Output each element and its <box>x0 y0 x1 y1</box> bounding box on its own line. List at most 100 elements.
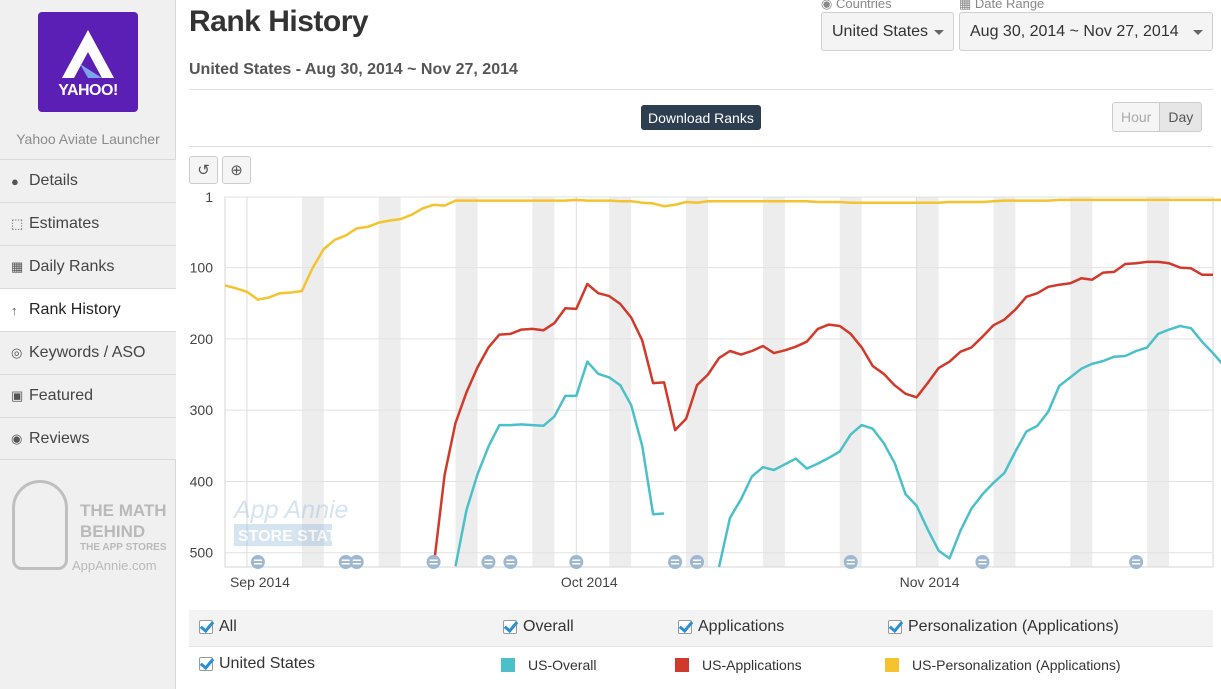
checkbox-icon <box>888 620 902 634</box>
filter-label: Overall <box>523 618 574 635</box>
sidebar-item-label: Daily Ranks <box>29 258 115 275</box>
y-tick-label: 300 <box>190 402 214 418</box>
page-title: Rank History <box>189 5 369 38</box>
divider <box>189 89 1213 90</box>
sidebar-item-daily-ranks[interactable]: ▦ Daily Ranks <box>0 245 176 288</box>
x-tick-label: Oct 2014 <box>561 574 618 590</box>
legend-label: US-Applications <box>702 657 802 673</box>
event-marker-icon[interactable] <box>349 555 364 569</box>
date-range-select[interactable]: Aug 30, 2014 ~ Nov 27, 2014 <box>959 12 1213 51</box>
filter-label: Personalization (Applications) <box>908 618 1119 635</box>
sidebar-item-label: Featured <box>29 387 94 404</box>
sidebar-item-reviews[interactable]: ◉ Reviews <box>0 417 176 460</box>
sidebar-item-label: Estimates <box>29 215 100 232</box>
country-checkbox[interactable]: United States <box>199 655 315 673</box>
zoom-button[interactable]: ⊕ <box>222 156 251 184</box>
weekend-band <box>609 197 632 567</box>
weekend-band <box>1147 197 1170 567</box>
series-line-us-personalization-applications-[interactable] <box>224 198 1221 301</box>
day-toggle-button[interactable]: Day <box>1159 103 1202 131</box>
legend-item-applications[interactable]: US-Applications <box>675 657 802 673</box>
sidebar-item-label: Keywords / ASO <box>29 344 146 361</box>
sidebar-item-details[interactable]: ● Details <box>0 159 176 202</box>
event-marker-icon[interactable] <box>250 555 265 569</box>
event-marker-icon[interactable] <box>975 555 990 569</box>
sidebar-item-featured[interactable]: ▣ Featured <box>0 374 176 417</box>
sidebar-item-keywords[interactable]: ◎ Keywords / ASO <box>0 331 176 374</box>
filter-all-checkbox[interactable]: All <box>199 618 237 636</box>
event-marker-icon[interactable] <box>426 555 441 569</box>
filter-overall-checkbox[interactable]: Overall <box>503 618 574 636</box>
arrow-up-icon: ↑ <box>11 302 18 318</box>
featured-icon: ▣ <box>11 388 24 403</box>
checkbox-icon <box>199 620 213 634</box>
rank-chart[interactable]: App Annie STORE STATS 1 100 200 300 400 500 S… <box>177 185 1221 605</box>
app-name: Yahoo Aviate Launcher <box>16 131 160 147</box>
weekend-band <box>455 197 478 567</box>
legend-label: US-Overall <box>528 657 597 673</box>
legend-item-overall[interactable]: US-Overall <box>501 657 596 673</box>
countries-label: ◉ Countries <box>821 0 892 11</box>
countries-select[interactable]: United States <box>821 12 954 51</box>
series-line-us-applications[interactable] <box>432 260 1213 568</box>
legend-filter-row: All Overall Applications Personalization… <box>189 610 1213 646</box>
app-annie-promo[interactable]: THE MATH BEHIND THE APP STORES AppAnnie.c… <box>10 470 170 580</box>
download-ranks-button[interactable]: Download Ranks <box>641 105 761 130</box>
legend-swatch <box>675 658 689 672</box>
chevron-down-icon <box>1193 30 1203 35</box>
filter-personalization-checkbox[interactable]: Personalization (Applications) <box>888 618 1119 636</box>
event-marker-icon[interactable] <box>481 555 496 569</box>
date-range-label: ▦ Date Range <box>959 0 1045 11</box>
chevron-down-icon <box>934 30 944 35</box>
weekend-band <box>532 197 555 567</box>
checkbox-icon <box>678 620 692 634</box>
granularity-toggle: Hour Day <box>1112 102 1203 132</box>
legend-swatch <box>885 658 899 672</box>
filter-label: Applications <box>698 618 785 635</box>
legend-series-row: United States US-Overall US-Applications… <box>189 646 1213 682</box>
mascot-icon <box>12 480 68 570</box>
hour-toggle-button[interactable]: Hour <box>1113 103 1160 131</box>
filter-applications-checkbox[interactable]: Applications <box>678 618 784 636</box>
series-line-us-overall[interactable] <box>454 324 1221 568</box>
weekend-band <box>762 197 785 567</box>
sidebar: YAHOO! Yahoo Aviate Launcher ● Details ⬚… <box>0 0 177 689</box>
event-marker-icon[interactable] <box>503 555 518 569</box>
y-tick-label: 100 <box>190 260 214 276</box>
calendar-icon: ▦ <box>11 259 24 274</box>
watermark-title: App Annie <box>232 496 348 524</box>
event-marker-icon[interactable] <box>668 555 683 569</box>
checkbox-icon <box>199 657 213 671</box>
checkbox-icon <box>503 620 517 634</box>
legend: All Overall Applications Personalization… <box>189 610 1213 689</box>
y-tick-label: 400 <box>190 473 214 489</box>
y-tick-label: 1 <box>205 189 213 205</box>
sidebar-item-rank-history[interactable]: ↑ Rank History <box>0 288 177 331</box>
countries-value: United States <box>832 22 929 40</box>
country-label: United States <box>219 655 316 672</box>
watermark-band <box>234 524 332 546</box>
event-marker-icon[interactable] <box>1129 555 1144 569</box>
app-logo[interactable]: YAHOO! <box>38 12 138 112</box>
logo-text: YAHOO! <box>58 82 118 99</box>
event-marker-icon[interactable] <box>569 555 584 569</box>
y-tick-label: 200 <box>190 331 214 347</box>
x-tick-label: Sep 2014 <box>230 574 290 590</box>
main-content: Rank History United States - Aug 30, 201… <box>177 0 1221 689</box>
promo-line-1: THE MATH BEHIND <box>80 501 167 541</box>
event-marker-icon[interactable] <box>843 555 858 569</box>
event-marker-icon[interactable] <box>690 555 705 569</box>
filter-label: All <box>219 618 237 635</box>
sidebar-item-label: Rank History <box>29 301 121 318</box>
comments-icon: ◉ <box>11 430 23 446</box>
weekend-band <box>993 197 1016 567</box>
reset-zoom-button[interactable]: ↺ <box>189 156 218 184</box>
sidebar-item-estimates[interactable]: ⬚ Estimates <box>0 202 176 245</box>
x-tick-label: Nov 2014 <box>900 574 960 590</box>
watermark-subtitle: STORE STATS <box>238 528 348 545</box>
date-range-value: Aug 30, 2014 ~ Nov 27, 2014 <box>970 22 1179 40</box>
legend-item-personalization[interactable]: US-Personalization (Applications) <box>885 657 1121 673</box>
legend-swatch <box>501 658 515 672</box>
weekend-band <box>686 197 709 567</box>
event-marker-icon[interactable] <box>338 555 353 569</box>
